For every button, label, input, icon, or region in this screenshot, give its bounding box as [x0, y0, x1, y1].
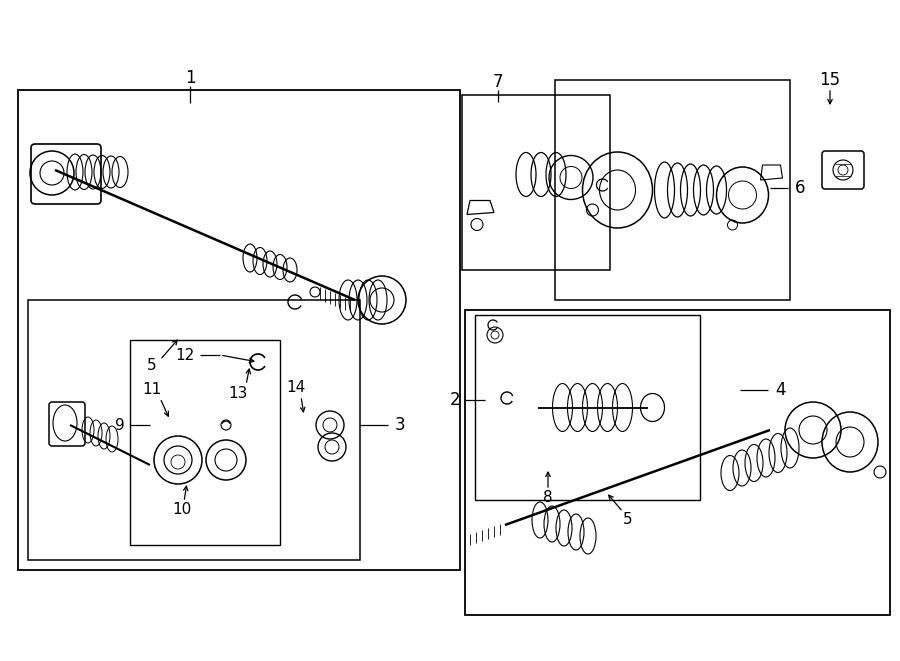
Text: 10: 10 [173, 502, 192, 518]
Text: 6: 6 [795, 179, 806, 197]
Text: 2: 2 [450, 391, 460, 409]
Text: 5: 5 [148, 358, 157, 373]
Text: 15: 15 [819, 71, 841, 89]
Text: 4: 4 [775, 381, 785, 399]
Text: 12: 12 [176, 348, 194, 362]
Bar [28, 300, 360, 560]
Text: 9: 9 [115, 418, 125, 432]
Bar [462, 95, 610, 270]
Text: 7: 7 [493, 73, 503, 91]
Text: 8: 8 [544, 490, 553, 506]
Text: 14: 14 [286, 381, 306, 395]
Text: 11: 11 [142, 383, 162, 397]
Text: 1: 1 [184, 69, 195, 87]
Bar [18, 90, 460, 570]
Text: 5: 5 [623, 512, 633, 527]
Text: 3: 3 [395, 416, 405, 434]
Bar [555, 80, 790, 300]
Bar [130, 340, 280, 545]
Bar [465, 310, 890, 615]
Bar [475, 315, 700, 500]
Text: 13: 13 [229, 385, 248, 401]
